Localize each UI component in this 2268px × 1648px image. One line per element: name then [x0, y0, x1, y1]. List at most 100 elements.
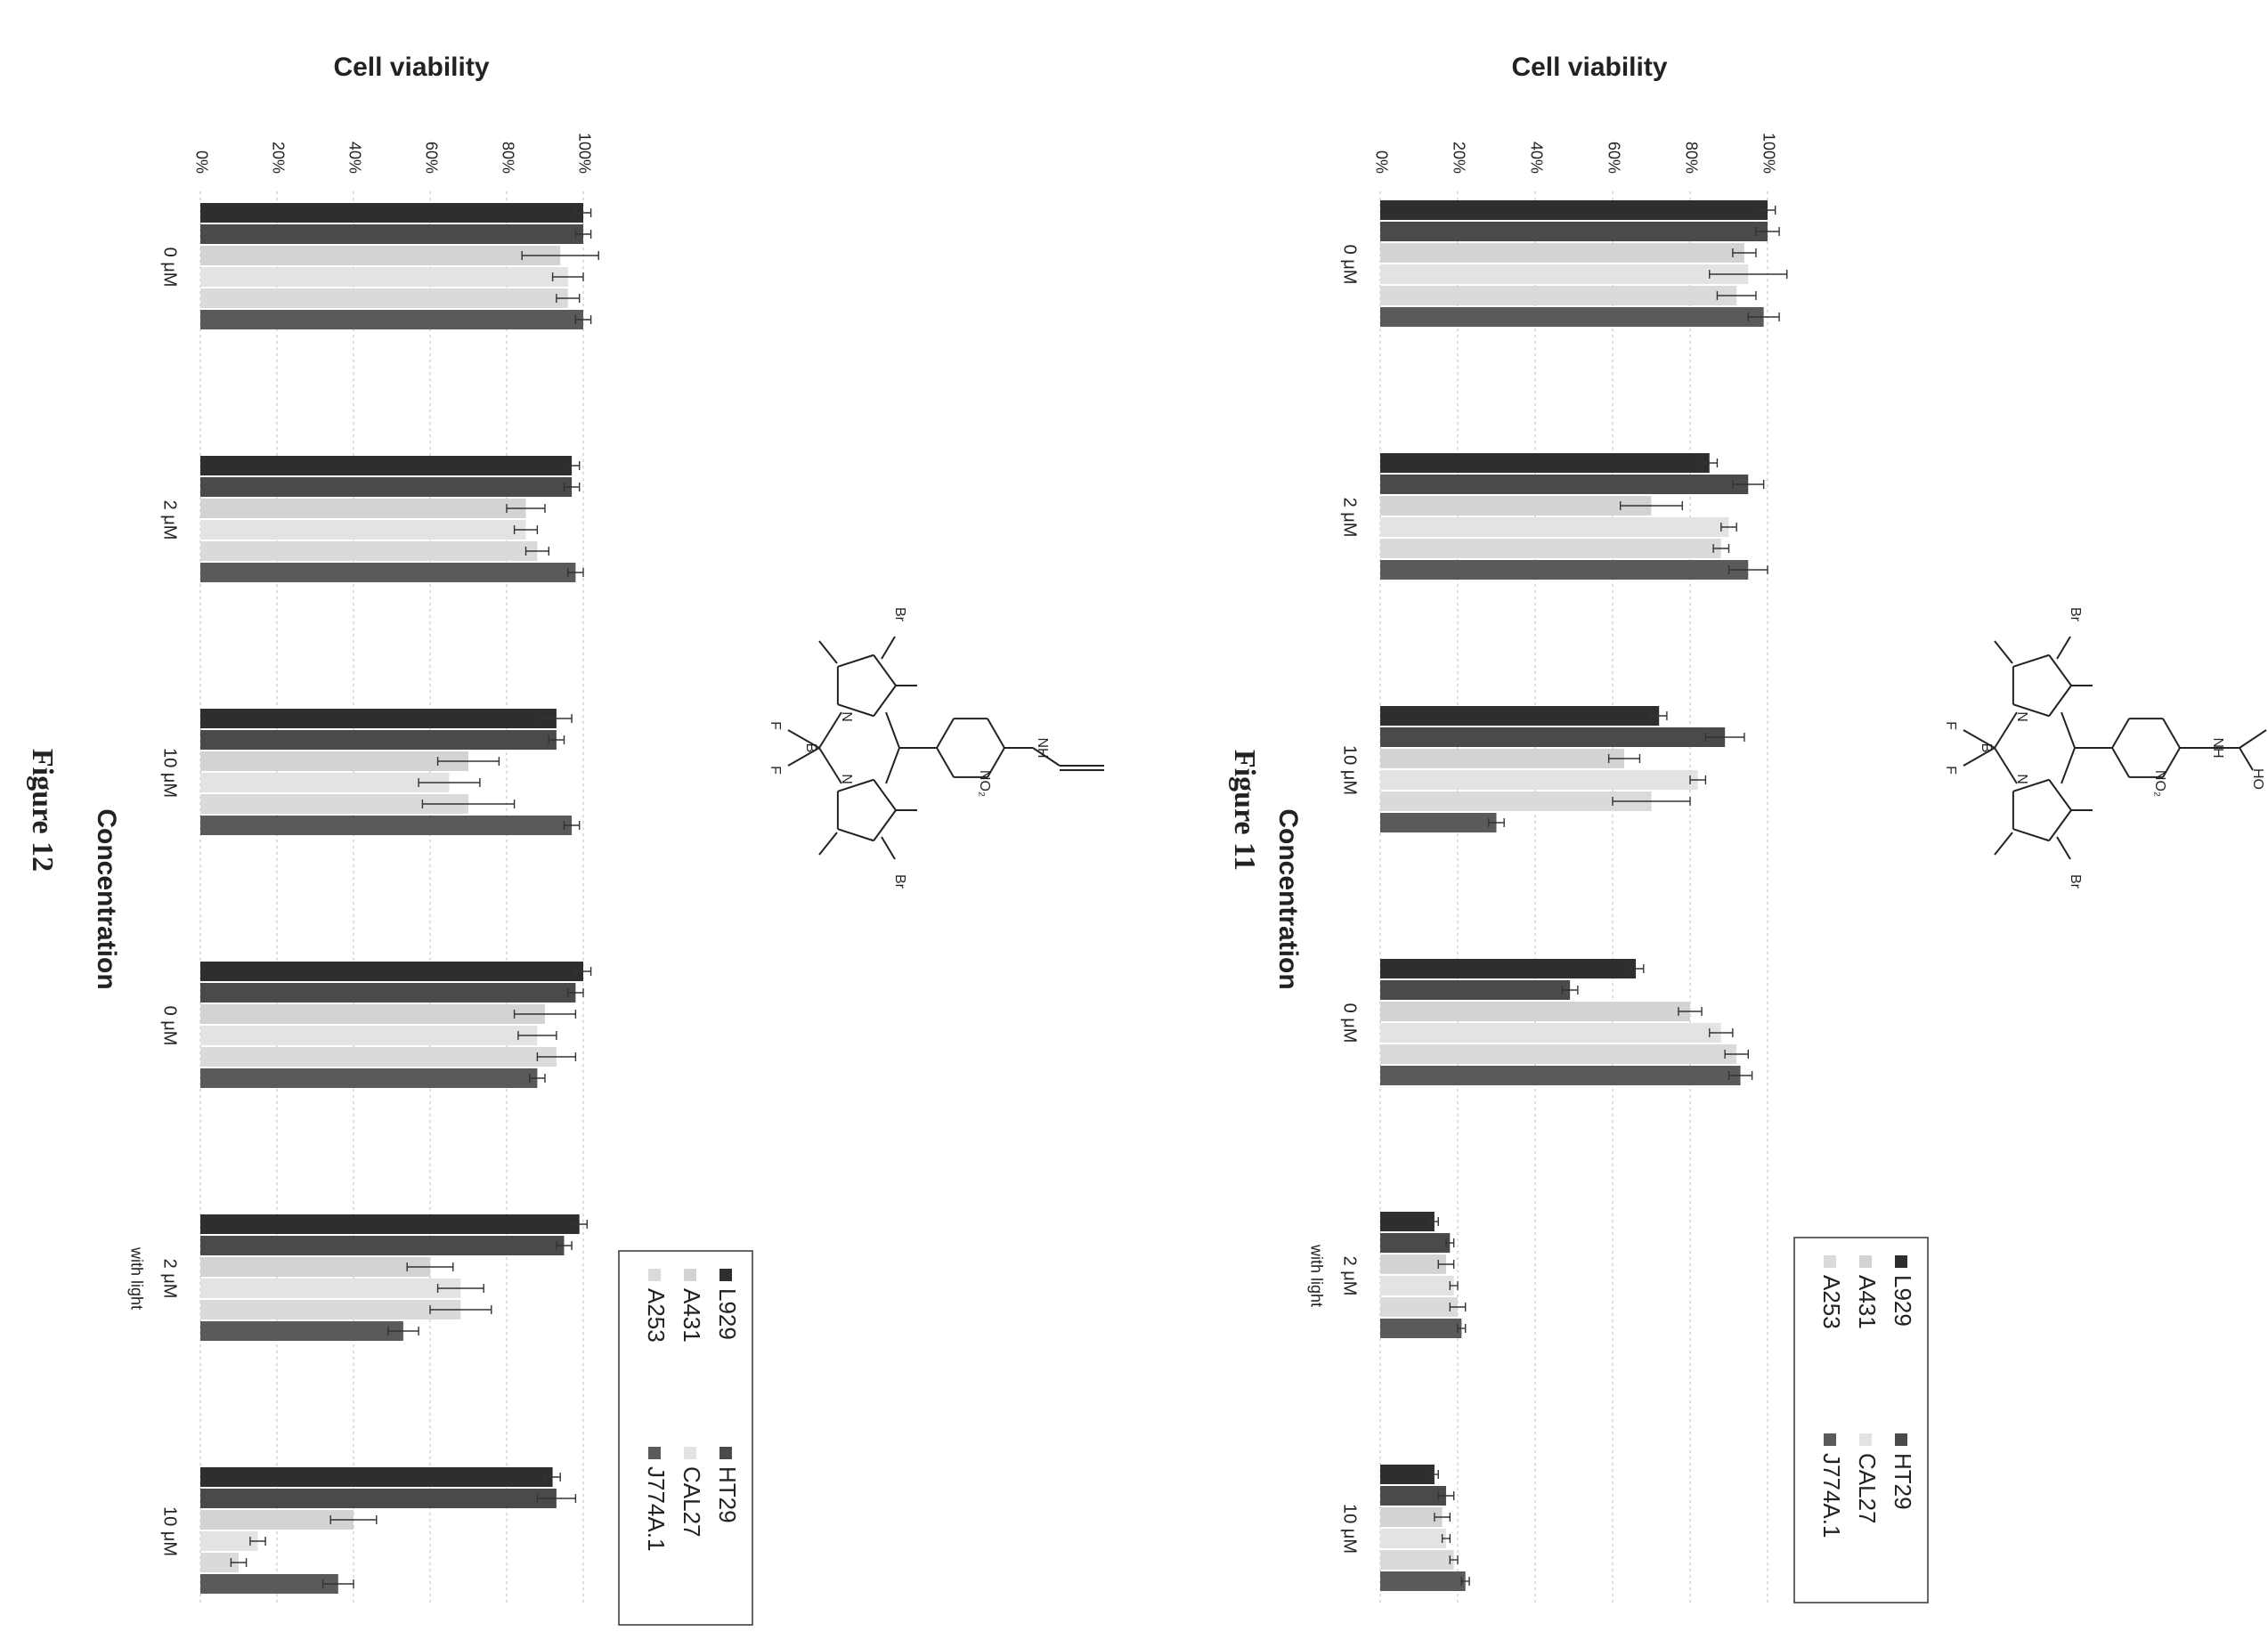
value-tick-label: 0%: [192, 150, 210, 174]
legend-label: CAL27: [679, 1466, 705, 1538]
legend-swatch: [1859, 1433, 1872, 1446]
value-tick-label: 60%: [422, 142, 440, 174]
bar: [200, 1214, 580, 1234]
value-tick-label: 20%: [1450, 142, 1467, 174]
bond: [2012, 828, 2050, 842]
atom-label: B: [1979, 743, 1994, 753]
bond: [2048, 654, 2072, 686]
bond: [2048, 685, 2072, 717]
category-tick-label: 2 μM: [1340, 498, 1360, 538]
atom-label: NH: [2210, 737, 2225, 758]
value-tick-label: 20%: [269, 142, 287, 174]
value-tick-label: 100%: [575, 133, 593, 174]
atom-label: N: [2014, 774, 2029, 784]
x-axis-title: Concentration: [92, 808, 121, 989]
bond: [885, 747, 900, 784]
bond: [837, 828, 874, 842]
category-note-label: with light: [127, 1246, 145, 1310]
bar: [200, 1467, 553, 1487]
bar: [1380, 1550, 1454, 1570]
bar: [200, 1004, 545, 1024]
atom-label: F: [1943, 766, 1958, 775]
category-tick-label: 2 μM: [160, 1259, 180, 1299]
legend-label: J774A.1: [1818, 1453, 1845, 1538]
bar: [1380, 792, 1652, 811]
legend-swatch: [1824, 1433, 1836, 1446]
legend-swatch: [684, 1447, 696, 1459]
legend-swatch: [648, 1269, 661, 1281]
bar: [1380, 517, 1729, 537]
bond: [1994, 640, 2013, 664]
bar: [1380, 1507, 1443, 1527]
bar: [200, 520, 526, 540]
legend-label: HT29: [714, 1466, 741, 1523]
bond: [837, 654, 874, 668]
atom-label: F: [1943, 721, 1958, 730]
bond: [2012, 778, 2050, 792]
bar: [1380, 1066, 1741, 1085]
atom-label: NO₂: [977, 770, 992, 797]
bar: [200, 1574, 338, 1594]
bar: [1380, 770, 1698, 790]
bond: [837, 703, 874, 718]
value-tick-label: 80%: [499, 142, 516, 174]
bar: [200, 1279, 461, 1298]
bar: [1380, 1465, 1435, 1484]
legend-label: L929: [1890, 1275, 1916, 1327]
atom-label: N: [839, 774, 854, 784]
bar: [1380, 1571, 1466, 1591]
bond: [2239, 747, 2254, 771]
bar: [1380, 453, 1710, 473]
bar: [200, 1236, 565, 1255]
bar: [1380, 1529, 1446, 1548]
category-tick-label: 10 μM: [1340, 745, 1360, 795]
legend: L929 HT29 A431 CAL27 A253 J774A.1: [1793, 1237, 1929, 1603]
molecule-structure: NH NO₂ Br Br N N B F F: [768, 607, 1104, 889]
legend: L929 HT29 A431 CAL27 A253 J774A.1: [618, 1250, 753, 1626]
bar: [200, 203, 583, 223]
bar: [200, 709, 557, 728]
bar: [200, 1257, 430, 1277]
atom-label: Br: [2068, 874, 2083, 889]
figure-caption: Figure 11: [1228, 750, 1261, 871]
bar: [200, 246, 561, 265]
legend-box: [1793, 1237, 1929, 1603]
value-tick-label: 80%: [1682, 142, 1700, 174]
bar: [200, 773, 450, 792]
category-tick-label: 10 μM: [160, 1506, 180, 1556]
legend-swatch: [1824, 1255, 1836, 1268]
bar: [200, 983, 576, 1003]
bar: [1380, 706, 1660, 726]
bar: [200, 1047, 557, 1067]
atom-label: F: [768, 766, 783, 775]
bar: [1380, 307, 1764, 327]
chart-title: Cell viability: [333, 53, 489, 82]
figure-11-panel: Cell viability 0% 20% 40% 60% 80% 100% 0 μM 2 μM…: [1228, 53, 2267, 1603]
value-tick-label: 40%: [1527, 142, 1545, 174]
value-tick-label: 0%: [1372, 150, 1390, 174]
bond: [2012, 703, 2050, 718]
bar: [1380, 286, 1737, 305]
category-tick-label: 0 μM: [1340, 1003, 1360, 1043]
bar: [1380, 1254, 1446, 1274]
bar: [200, 730, 557, 750]
bond: [1994, 747, 2018, 784]
bar: [1380, 727, 1726, 747]
bond: [873, 685, 897, 717]
value-tick-label: 60%: [1605, 142, 1622, 174]
bar: [200, 962, 583, 981]
bond: [2162, 718, 2181, 749]
bar: [1380, 980, 1571, 1000]
bond: [1032, 747, 1061, 767]
bar: [200, 1300, 461, 1319]
bar: [200, 1489, 557, 1508]
legend-label: A253: [643, 1288, 670, 1343]
legend-swatch: [1895, 1433, 1907, 1446]
bond: [1994, 711, 2018, 749]
bar: [1380, 749, 1625, 768]
bond: [2061, 747, 2076, 784]
atom-label: B: [803, 743, 818, 753]
bond: [2048, 809, 2072, 841]
bar: [1380, 222, 1768, 241]
